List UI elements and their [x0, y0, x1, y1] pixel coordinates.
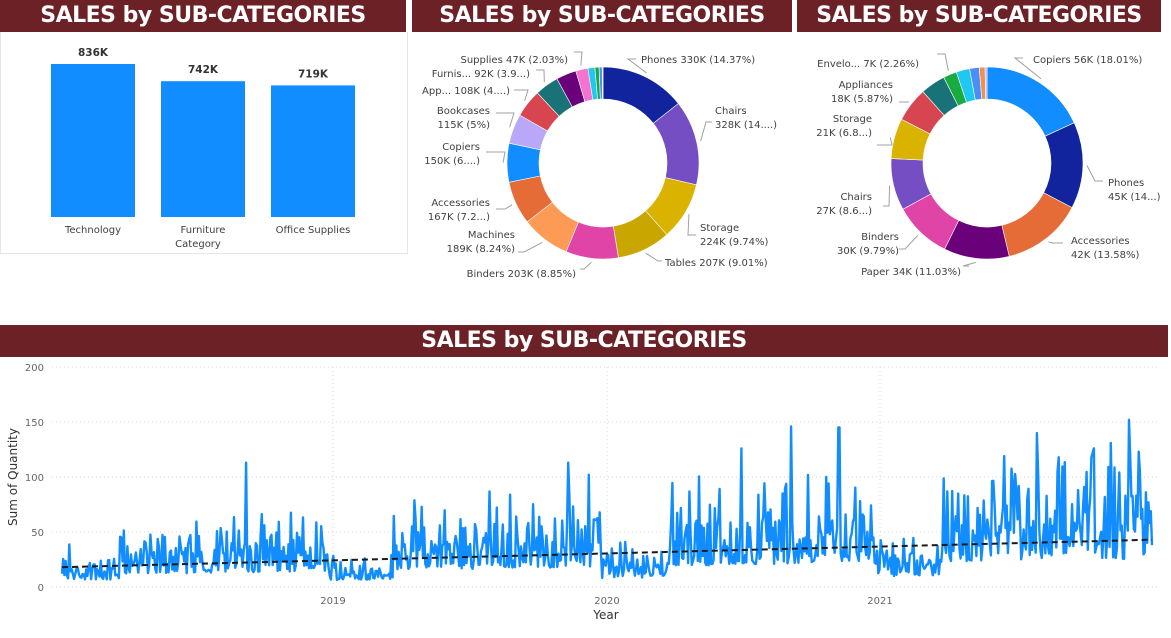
line-chart: 0 50 100 150 200 2019 2020 2021 Year Sum of Quant… [6, 363, 1160, 622]
slice-fasteners[interactable] [984, 66, 988, 100]
slice-label: Chairs [840, 192, 872, 203]
y-tick-label: 200 [25, 363, 44, 374]
y-tick-label: 100 [25, 473, 44, 484]
donut1-chart-card[interactable]: Phones 330K (14.37%) Chairs 328K (14....) S… [412, 32, 792, 282]
slice-label: Tables 207K (9.01%) [664, 258, 768, 269]
slice-copiers[interactable] [506, 142, 541, 183]
slice-label: 167K (7.2...) [428, 212, 490, 223]
slice-label: 115K (5%) [438, 120, 491, 131]
bar-value-label: 719K [298, 68, 329, 80]
bar-value-label: 742K [188, 64, 219, 76]
slice-label: Appliances [839, 80, 893, 91]
slice-label: Accessories [431, 198, 490, 209]
bar-category-label: Furniture [181, 225, 226, 236]
slice-label: 45K (14...) [1108, 192, 1161, 203]
slice-label: Supplies 47K (2.03%) [460, 55, 568, 66]
bar-technology[interactable]: 836K Technology [51, 47, 135, 236]
slice-label: App... 108K (4....) [422, 86, 510, 97]
slice-label: Copiers 56K (18.01%) [1033, 55, 1142, 66]
y-tick-label: 150 [25, 418, 44, 429]
line-panel-title: SALES by SUB-CATEGORIES [0, 325, 1168, 357]
slice-label: Paper 34K (11.03%) [861, 267, 961, 278]
trend-line [61, 538, 1153, 569]
slice-label: Storage [700, 223, 739, 234]
slice-fasteners[interactable] [601, 66, 604, 100]
bar-category-label: Office Supplies [276, 225, 351, 236]
bar-category-label: Technology [64, 225, 121, 236]
bar-furniture[interactable]: 742K Furniture [161, 64, 245, 236]
bar-chart-card[interactable]: 836K Technology 742K Furniture 719K Office Su… [0, 32, 408, 254]
x-tick-label: 2021 [867, 596, 892, 607]
slice-label: Chairs [715, 106, 747, 117]
bar-office-supplies[interactable]: 719K Office Supplies [271, 68, 355, 236]
slice-copiers[interactable] [986, 66, 1075, 137]
slice-label: 18K (5.87%) [831, 94, 893, 105]
bar-panel-title: SALES by SUB-CATEGORIES [0, 0, 406, 32]
slice-label: Machines [468, 230, 515, 241]
slice-label: Phones 330K (14.37%) [641, 55, 755, 66]
donut2-panel-title: SALES by SUB-CATEGORIES [797, 0, 1161, 32]
slice-label: Accessories [1071, 236, 1130, 247]
bar-chart: 836K Technology 742K Furniture 719K Office Su… [51, 47, 355, 250]
quantity-line[interactable] [60, 418, 1154, 582]
slice-label: Storage [833, 114, 872, 125]
x-axis-title: Category [175, 239, 221, 250]
donut1-panel-title: SALES by SUB-CATEGORIES [412, 0, 792, 32]
slice-label: 150K (6....) [424, 156, 480, 167]
slice-label: 328K (14....) [715, 120, 777, 131]
slice-label: Binders 203K (8.85%) [467, 269, 576, 280]
bar-value-label: 836K [78, 47, 109, 59]
slice-label: Phones [1108, 178, 1144, 189]
slice-label: 30K (9.79%) [837, 246, 899, 257]
slice-label: Binders [861, 232, 899, 243]
x-tick-label: 2019 [320, 596, 345, 607]
y-tick-label: 0 [38, 583, 44, 594]
x-tick-label: 2020 [594, 596, 619, 607]
slice-label: 27K (8.6...) [816, 206, 872, 217]
x-axis-title: Year [592, 608, 618, 622]
slice-accessories[interactable] [1001, 192, 1073, 257]
donut2-chart-card[interactable]: Copiers 56K (18.01%) Phones 45K (14...) Acc… [797, 32, 1171, 282]
slice-label: Bookcases [437, 106, 490, 117]
slice-label: 189K (8.24%) [447, 244, 515, 255]
donut-chart-1: Phones 330K (14.37%) Chairs 328K (14....) S… [422, 51, 777, 280]
slice-label: 224K (9.74%) [700, 237, 768, 248]
donut-chart-2: Copiers 56K (18.01%) Phones 45K (14...) Acc… [816, 53, 1161, 278]
line-chart-card[interactable]: 0 50 100 150 200 2019 2020 2021 Year Sum of Quant… [0, 357, 1171, 634]
slice-label: 42K (13.58%) [1071, 250, 1139, 261]
slice-label: Copiers [442, 142, 480, 153]
slice-label: 21K (6.8...) [816, 128, 872, 139]
slice-label: Envelo... 7K (2.26%) [817, 59, 919, 70]
slice-phones[interactable] [1043, 122, 1084, 208]
y-axis-title: Sum of Quantity [6, 428, 20, 526]
slice-label: Furnis... 92K (3.9...) [432, 69, 530, 80]
y-tick-label: 50 [31, 528, 44, 539]
